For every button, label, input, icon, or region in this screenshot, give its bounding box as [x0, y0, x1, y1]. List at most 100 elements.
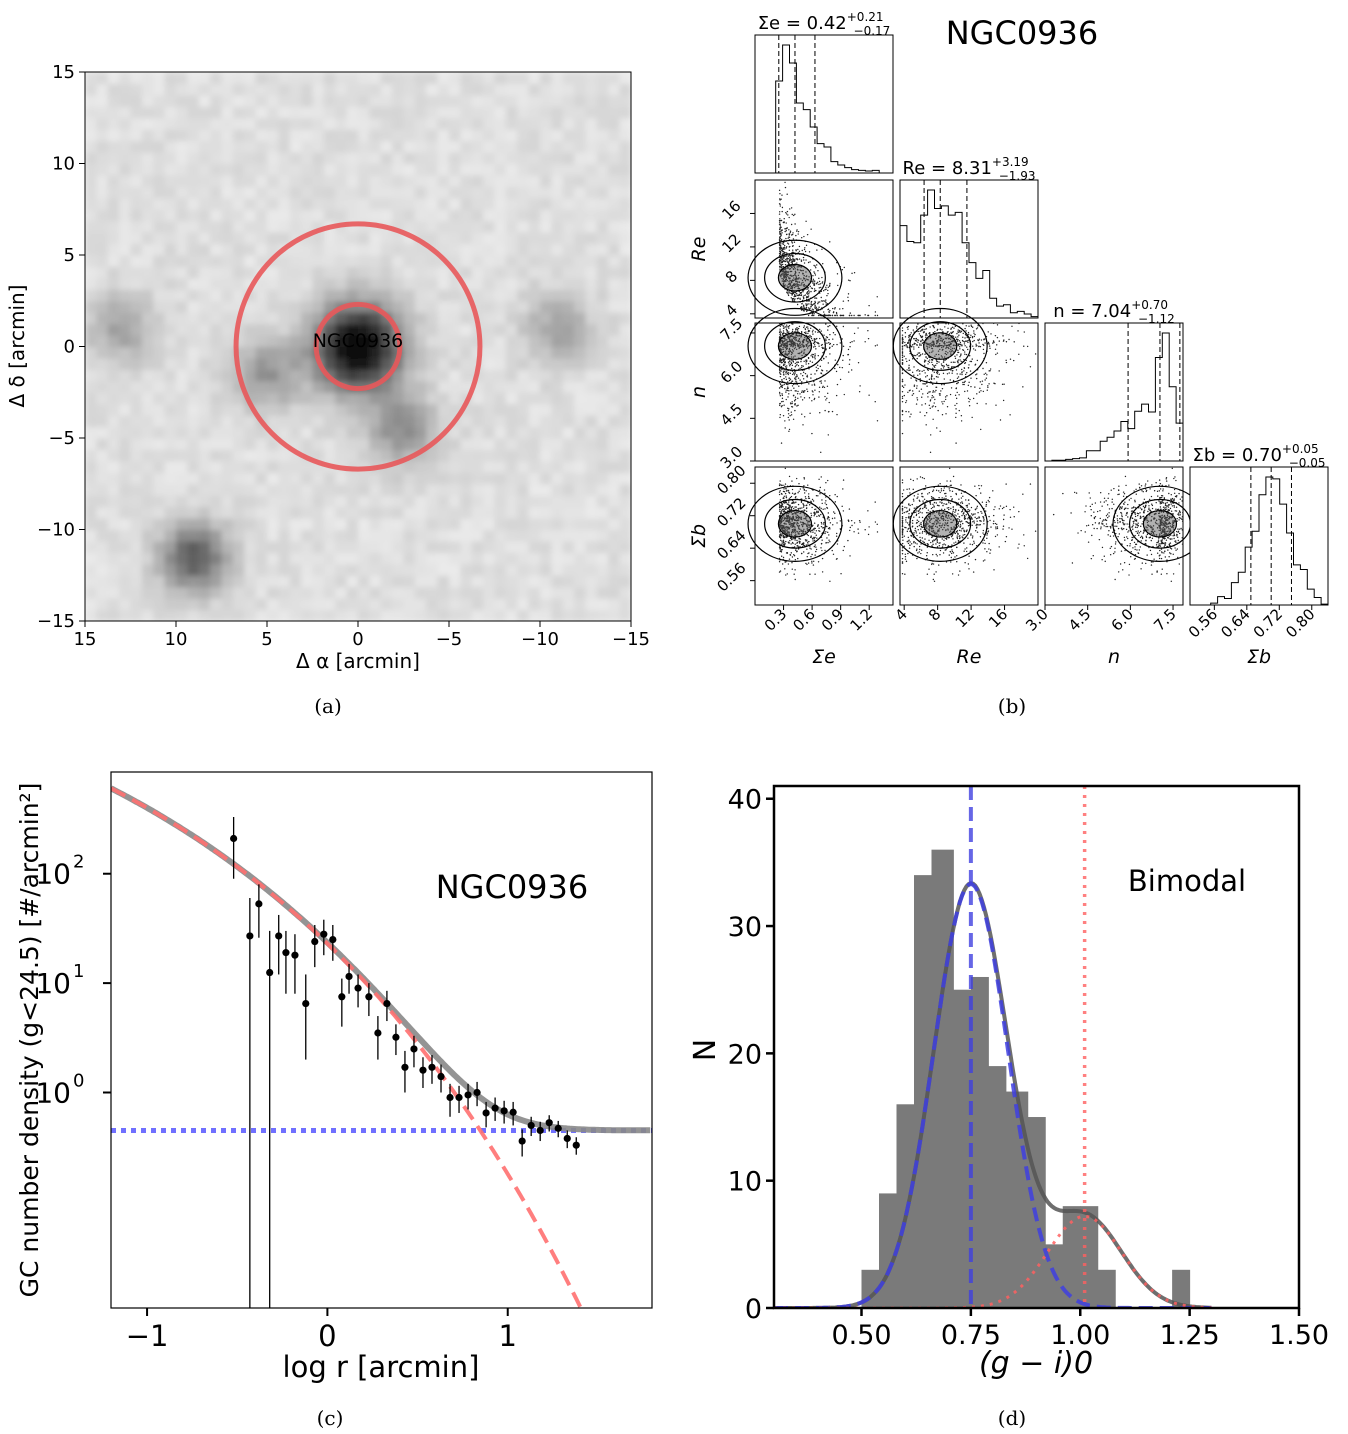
density-cell [289, 426, 302, 439]
density-cell [449, 163, 461, 176]
sample-point [788, 254, 791, 256]
density-cell [471, 174, 484, 187]
density-cell [187, 140, 200, 153]
density-cell [301, 335, 314, 348]
density-cell [403, 392, 416, 405]
density-cell [403, 426, 416, 439]
density-cell [346, 163, 359, 176]
sample-point [974, 333, 976, 336]
sample-point [825, 336, 828, 338]
density-cell [449, 483, 461, 496]
density-cell [517, 529, 530, 542]
sample-point [829, 342, 832, 345]
sample-point [811, 308, 814, 310]
sample-point [984, 342, 986, 344]
density-cell [494, 140, 507, 153]
density-cell [574, 117, 587, 130]
density-cell [471, 552, 484, 565]
sample-point [841, 314, 843, 317]
sample-point [794, 396, 797, 398]
density-cell [619, 403, 631, 416]
density-cell [232, 140, 245, 153]
density-cell [369, 129, 382, 142]
density-cell [471, 255, 484, 268]
sample-point [905, 410, 907, 413]
density-cell [107, 300, 120, 313]
density-cell [414, 609, 427, 621]
sample-point [944, 396, 947, 398]
density-cell [358, 72, 370, 85]
sample-point [788, 246, 791, 248]
sample-point [820, 382, 823, 384]
sample-point [969, 370, 972, 372]
density-cell [278, 312, 291, 325]
density-cell [85, 438, 97, 451]
density-cell [517, 129, 530, 142]
density-cell [130, 483, 143, 496]
sample-point [785, 391, 787, 393]
sample-point [828, 285, 831, 287]
sample-point [967, 397, 970, 400]
density-cell [449, 403, 461, 416]
sample-point [818, 391, 821, 393]
density-cell [619, 94, 631, 107]
density-cell [517, 209, 530, 222]
density-cell [119, 186, 132, 199]
sample-point [782, 348, 785, 350]
density-cell [494, 323, 507, 336]
subplot-frame [899, 322, 1039, 462]
density-cell [323, 529, 336, 542]
sample-point [814, 265, 816, 267]
density-cell [210, 323, 223, 336]
density-cell [210, 277, 223, 290]
density-cell [119, 598, 132, 611]
sample-point [927, 363, 929, 365]
sample-point [821, 282, 823, 284]
sample-point [801, 279, 804, 282]
density-cell [562, 220, 575, 233]
density-cell [289, 529, 302, 542]
sample-point [803, 294, 805, 297]
sample-point [803, 285, 805, 287]
density-cell [210, 152, 223, 165]
density-cell [585, 289, 598, 302]
sample-point [808, 397, 811, 399]
density-cell [369, 94, 382, 107]
sample-point [779, 334, 782, 336]
density-cell [426, 483, 439, 496]
sample-point [794, 293, 796, 296]
density-cell [85, 369, 97, 382]
density-cell [471, 152, 484, 165]
density-cell [323, 346, 336, 359]
density-cell [176, 380, 188, 393]
sample-point [903, 355, 905, 358]
density-cell [198, 300, 211, 313]
density-cell [312, 232, 325, 245]
density-cell [528, 255, 541, 268]
density-cell [505, 598, 518, 611]
density-cell [210, 255, 223, 268]
sample-point [966, 346, 968, 348]
density-cell [574, 518, 587, 531]
density-cell [187, 529, 200, 542]
density-cell [392, 83, 405, 96]
sample-point [831, 410, 834, 413]
density-cell [392, 380, 405, 393]
sample-point [986, 374, 988, 376]
density-cell [358, 94, 370, 107]
density-cell [255, 289, 268, 302]
sample-point [971, 326, 974, 328]
sample-point [974, 386, 976, 388]
sample-point [786, 257, 789, 259]
density-cell [574, 209, 587, 222]
density-cell [483, 540, 496, 553]
density-cell [187, 380, 200, 393]
density-cell [267, 529, 279, 542]
density-cell [232, 83, 245, 96]
sample-point [955, 369, 958, 371]
density-cell [437, 609, 450, 621]
sample-point [789, 279, 791, 282]
sample-point [792, 259, 795, 261]
density-cell [574, 529, 587, 542]
density-cell [346, 449, 359, 462]
